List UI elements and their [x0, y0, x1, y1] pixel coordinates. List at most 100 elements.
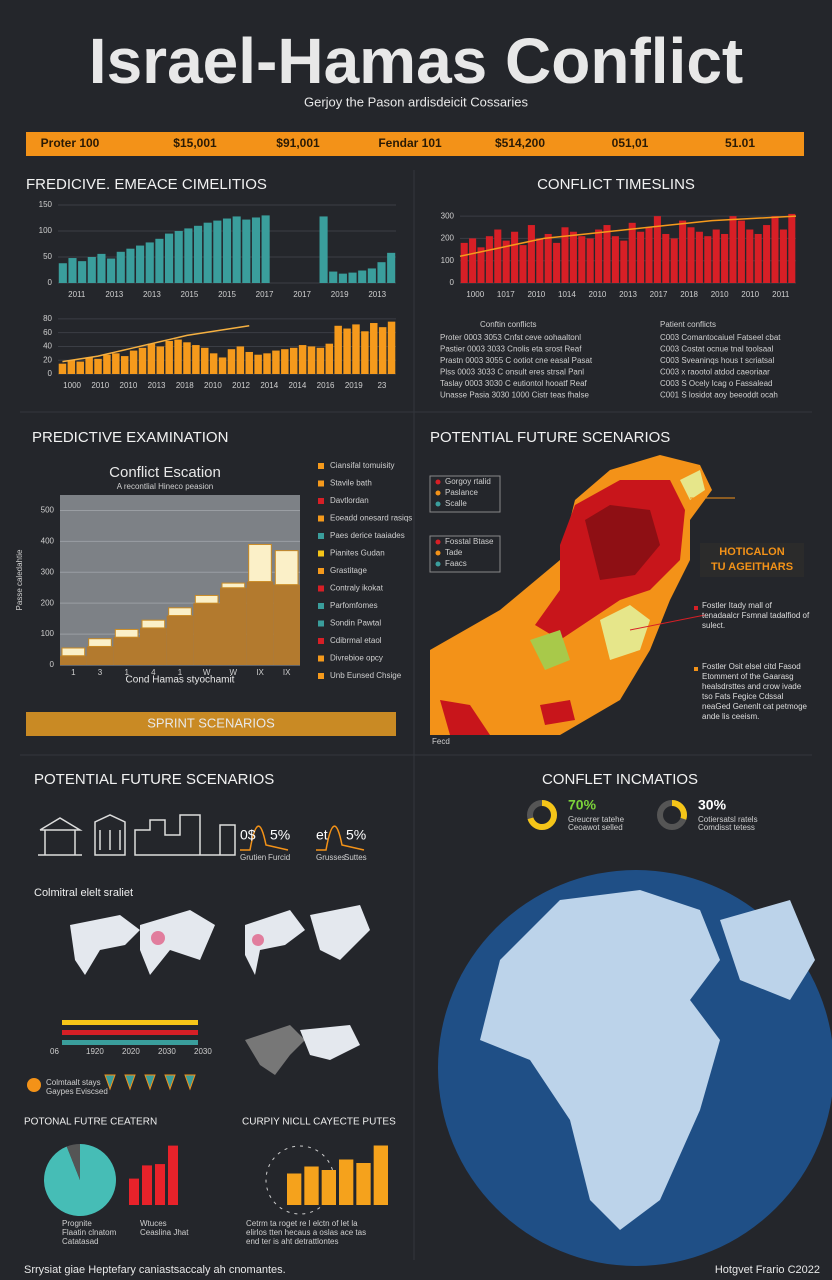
table-row: C003 Costat ocnue tnal toolsaal	[660, 345, 774, 354]
bar	[653, 216, 661, 283]
bar	[754, 233, 762, 283]
table-row: C003 Comantocaiuel Fatseel cbat	[660, 333, 781, 342]
bar	[272, 350, 280, 374]
x-tick-label: 2016	[317, 381, 335, 390]
y-tick-label: 300	[41, 567, 55, 576]
x-tick-label: W	[230, 668, 238, 677]
x-tick-label: 2010	[204, 381, 222, 390]
legend-dot	[435, 539, 441, 545]
donut-arc	[657, 800, 687, 830]
bar-base	[86, 646, 114, 665]
bar	[203, 222, 212, 283]
legend-label: Fosstal Btase	[445, 537, 494, 546]
x-tick-label: 1017	[497, 290, 515, 299]
button-label[interactable]: SPRINT SCENARIOS	[147, 715, 275, 730]
button[interactable]	[26, 712, 396, 736]
donut-caption: Comdisst tetess	[698, 823, 755, 832]
callout-box	[700, 543, 804, 577]
bar-top	[114, 628, 139, 638]
banner-item: $91,001	[276, 136, 320, 150]
bar	[544, 233, 552, 283]
legend-dot	[435, 490, 441, 496]
x-tick-label: IX	[283, 668, 291, 677]
bar	[729, 216, 737, 283]
pie-title: POTONAL FUTRE CEATERN	[24, 1117, 157, 1128]
legend-swatch	[318, 550, 324, 557]
bar	[348, 272, 357, 283]
map-legend-box	[429, 475, 501, 513]
x-tick-label: 2013	[619, 290, 637, 299]
legend-swatch	[318, 533, 324, 539]
bar	[645, 227, 653, 283]
bar	[289, 347, 298, 374]
bar	[387, 252, 396, 283]
bar	[469, 238, 477, 283]
section-title: POTENTIAL FUTURE SCENARIOS	[430, 429, 670, 446]
bars-caption: Wtuces	[140, 1219, 167, 1228]
table-row: C003 S Ocely Icag o Fassalead	[660, 379, 773, 388]
trend-line	[62, 325, 250, 363]
x-tick-label: 2018	[680, 290, 698, 299]
bar	[704, 236, 712, 283]
bar	[116, 251, 125, 283]
bar	[136, 245, 145, 283]
banner-item: $15,001	[173, 136, 217, 150]
y-tick-label: 40	[43, 342, 52, 351]
bar	[788, 213, 796, 283]
bar	[721, 233, 729, 283]
bar	[76, 361, 84, 374]
maps-title: Colmitral elelt sraliet	[34, 887, 133, 899]
donut-caption: Ceoawot selled	[568, 823, 623, 832]
bar	[184, 228, 193, 283]
bar	[356, 1163, 371, 1205]
legend-label: Gorgoy rtalid	[445, 477, 491, 486]
bar	[213, 220, 222, 283]
bar	[142, 1165, 152, 1205]
bar	[637, 231, 645, 283]
y-tick-label: 50	[43, 252, 52, 261]
mini-curve	[240, 825, 289, 851]
legend-label: Sondin Pawtal	[330, 619, 381, 628]
bar	[387, 321, 396, 374]
bar-base	[273, 584, 300, 665]
y-tick-label: 300	[441, 211, 455, 220]
chart-title: Conflict Escation	[109, 464, 221, 481]
bar	[126, 248, 135, 283]
bar	[120, 356, 129, 374]
y-tick-label: 60	[43, 328, 52, 337]
callout-line	[629, 614, 706, 631]
bar	[370, 323, 378, 374]
x-tick-label: 2010	[711, 290, 729, 299]
bar-top	[88, 638, 112, 647]
bar	[763, 225, 771, 283]
legend-label: Scalle	[445, 499, 467, 508]
x-tick-label: 2018	[176, 381, 194, 390]
section-title: CONFLICT TIMESLINS	[537, 176, 695, 193]
bar	[156, 346, 165, 374]
x-tick-label: 1	[71, 668, 76, 677]
y-tick-label: 200	[41, 598, 55, 607]
bar	[103, 354, 111, 374]
bar	[511, 231, 519, 283]
table-row: Prastn 0003 3055 C ootiot cne easal Pasa…	[440, 356, 593, 365]
table-row: C003 x raootol atdod caeoriaar	[660, 368, 770, 377]
bar	[165, 340, 173, 374]
bar	[254, 354, 262, 374]
bar-label: 1920	[86, 1047, 104, 1056]
bar	[58, 363, 67, 374]
bars-title: CURPIY NICLL CAYECTE PUTES	[242, 1117, 396, 1128]
bar-top	[194, 594, 219, 604]
y-tick-label: 100	[441, 256, 455, 265]
bar	[536, 238, 544, 283]
bar	[263, 353, 271, 374]
x-tick-label: 2013	[105, 290, 123, 299]
bar	[147, 343, 156, 374]
bar	[85, 357, 93, 374]
table-row: Proter 0003 3053 Cnfst ceve oohaaltonl	[440, 333, 581, 342]
bar	[687, 227, 695, 283]
bar	[168, 1145, 178, 1205]
legend-label: Parfomfomes	[330, 601, 378, 610]
legend-dot	[435, 501, 441, 507]
bar	[319, 216, 328, 283]
